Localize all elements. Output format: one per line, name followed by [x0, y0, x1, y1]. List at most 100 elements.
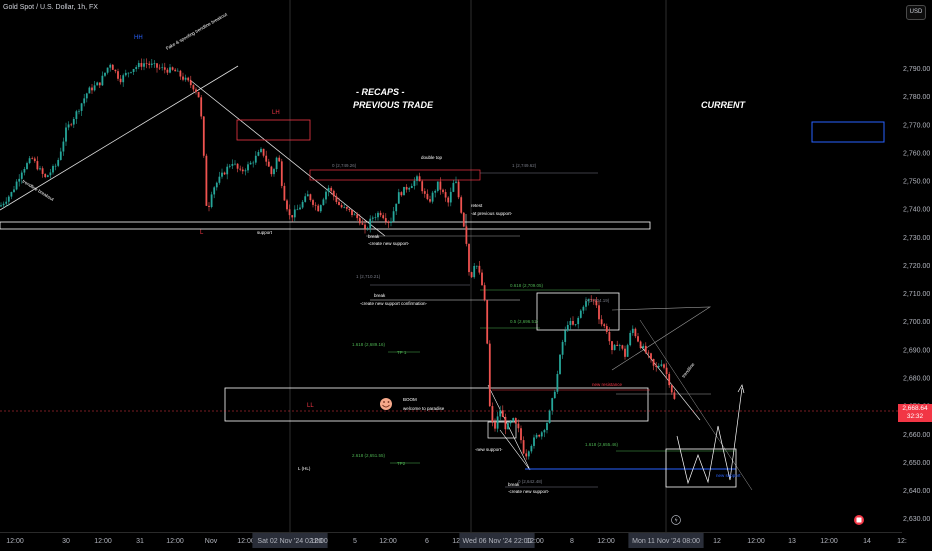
candle-body [72, 118, 75, 125]
candle-body [163, 67, 166, 70]
candle-body [387, 221, 390, 224]
candle-body [491, 406, 494, 422]
candle-body [88, 87, 91, 94]
time-axis-date-badge [459, 533, 535, 548]
chart-annotation[interactable]: -create new support- [368, 241, 410, 246]
chart-annotation[interactable]: break [374, 293, 386, 298]
time-tick-label: 12 [713, 538, 721, 545]
candle-body [655, 365, 658, 368]
candle-body [234, 163, 236, 165]
chart-annotation[interactable]: support [257, 230, 273, 235]
candle-body [153, 63, 156, 65]
chart-annotation[interactable]: LH [272, 110, 280, 116]
chart-annotation[interactable]: break [508, 482, 520, 487]
candle-body [527, 451, 530, 457]
ll-zone [224, 387, 649, 422]
candle-body [665, 367, 668, 375]
candle-body [7, 196, 10, 202]
chart-annotation[interactable]: new resistance [592, 382, 623, 387]
candle-body [371, 217, 374, 219]
time-axis[interactable] [0, 532, 902, 551]
candle-body [452, 182, 455, 192]
chart-annotation[interactable]: 0.618 (2,709.05) [510, 283, 544, 288]
time-tick-label: Mon 11 Nov '24 08:00 [632, 538, 700, 545]
candle-body [241, 169, 244, 172]
candle-body [150, 63, 153, 65]
chart-annotation[interactable]: -at previous support- [471, 211, 513, 216]
projection-box [665, 448, 737, 488]
chart-annotation[interactable]: 1 (2,710.21) [356, 274, 381, 279]
currency-button[interactable]: USD [906, 5, 926, 20]
candle-body [434, 190, 437, 193]
lightning-icon[interactable] [671, 515, 681, 525]
time-tick-label: 14 [863, 538, 871, 545]
candle-body [600, 319, 603, 325]
chart-annotation[interactable]: -create new support- [508, 489, 550, 494]
candle-body [156, 63, 158, 68]
chart-annotation[interactable]: Fake & spoofing trendline breakout [165, 11, 229, 51]
candle-body [158, 67, 161, 69]
candle-body [202, 116, 205, 156]
candle-body [603, 324, 606, 327]
chart-annotation[interactable]: break [368, 234, 380, 239]
candle-body [327, 187, 330, 192]
time-tick-label: 12:00 [237, 538, 255, 545]
chart-annotation[interactable]: TP2 [397, 461, 406, 466]
candle-body [49, 172, 52, 176]
candle-body [221, 172, 223, 177]
candle-body [249, 162, 252, 165]
chart-annotation[interactable]: 0 (2,704.19) [585, 298, 610, 303]
chart-annotation[interactable]: new support [716, 473, 741, 478]
chart-annotation[interactable]: 1.618 (2,655.46) [585, 442, 619, 447]
candle-body [231, 164, 234, 166]
current-price-badge: 2,668.64 32:32 [898, 404, 932, 422]
chart-annotation[interactable]: L (HL) [298, 466, 311, 471]
candle-body [46, 175, 49, 178]
chart-annotation[interactable]: 0 (2,642.48) [518, 479, 543, 484]
candle-body [187, 77, 190, 81]
chart-annotation[interactable]: -create new support confirmation- [360, 301, 428, 306]
time-tick-label: 12:00 [6, 538, 24, 545]
chart-annotation[interactable]: 0 (2,749.26) [332, 163, 357, 168]
candle-body [143, 63, 145, 67]
chart-annotation[interactable]: trendline [681, 362, 696, 379]
candle-body [267, 161, 270, 167]
chart-annotation[interactable]: double top [421, 155, 443, 160]
chart-annotation[interactable]: LL [307, 403, 314, 409]
chart-annotation[interactable]: -new support- [475, 447, 503, 452]
chart-annotation[interactable]: 2.618 (2,651.55) [352, 453, 386, 458]
chart-annotation[interactable]: 0.5 (2,696.51) [510, 319, 539, 324]
price-axis[interactable] [898, 0, 932, 532]
drawing-layer[interactable] [0, 65, 898, 491]
candle-body [62, 141, 65, 152]
chart-annotation[interactable]: trendline breakout [21, 179, 55, 203]
chart-annotation[interactable]: PREVIOUS TRADE [353, 100, 434, 110]
chart-annotation[interactable]: TP 1 [397, 350, 407, 355]
candle-body [423, 191, 426, 194]
candle-body [244, 170, 247, 172]
chart-annotation[interactable]: CURRENT [701, 100, 747, 110]
candle-body [561, 341, 564, 355]
chart-annotation[interactable]: 1 (2,749.62) [512, 163, 537, 168]
chart-annotation[interactable]: retest [471, 203, 483, 208]
candle-body [673, 392, 676, 399]
chart-annotation[interactable]: L [200, 230, 204, 236]
candle-body [455, 181, 457, 183]
chart-annotation[interactable]: 1.618 (2,689.16) [352, 342, 386, 347]
price-tick-label: 2,720.00 [903, 263, 930, 270]
candle-body [501, 410, 504, 417]
candle-body [418, 176, 421, 182]
chart-annotation[interactable]: - RECAPS - [356, 87, 405, 97]
chart-annotation[interactable]: BOOM [403, 397, 417, 402]
chart-annotation[interactable]: HH [134, 35, 143, 41]
economic-event-icon[interactable] [854, 515, 864, 525]
candle-body [631, 328, 634, 333]
price-axis-labels: 2,630.002,640.002,650.002,660.002,670.00… [903, 66, 930, 523]
candle-body [41, 168, 44, 174]
candle-body [512, 418, 515, 422]
candle-body [483, 285, 486, 301]
candle-body [585, 301, 587, 307]
candle-body [340, 204, 343, 208]
chart-annotation[interactable]: welcome to paradise [403, 406, 445, 411]
